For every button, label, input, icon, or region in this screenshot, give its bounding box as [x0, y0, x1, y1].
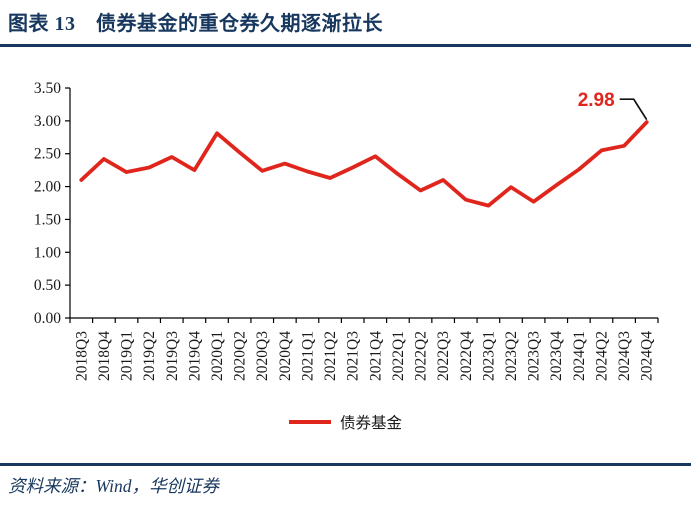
x-tick-label: 2019Q3 — [164, 331, 181, 381]
chart-axes — [65, 87, 659, 323]
x-tick-label: 2023Q2 — [503, 331, 520, 381]
x-tick-label: 2022Q3 — [435, 331, 452, 381]
y-tick-label: 2.50 — [34, 146, 61, 163]
x-tick-label: 2024Q1 — [571, 331, 588, 381]
series-line-债券基金 — [79, 120, 649, 208]
footer-divider — [0, 463, 691, 466]
x-tick-label: 2023Q3 — [526, 331, 543, 381]
annotation-leader-line — [619, 98, 648, 121]
line-chart: 0.000.501.001.502.002.503.003.50 2018Q3 2… — [34, 80, 659, 381]
x-tick-label: 2023Q1 — [480, 331, 497, 381]
y-tick-label: 2.00 — [34, 179, 61, 196]
title-divider — [0, 44, 691, 47]
chart-legend: 债券基金 — [0, 411, 691, 433]
y-tick-label: 1.00 — [34, 244, 61, 261]
legend-line-swatch — [288, 420, 331, 424]
legend-label: 债券基金 — [339, 415, 402, 432]
x-tick-label: 2019Q2 — [141, 331, 158, 381]
x-tick-label: 2020Q4 — [277, 331, 294, 381]
chart-y-tick-labels: 0.00 0.50 1.00 1.50 2.00 2.50 3.00 3.50 — [34, 80, 61, 327]
y-tick-label: 1.50 — [34, 211, 61, 228]
x-tick-label: 2022Q1 — [390, 331, 407, 381]
chart-x-tick-labels: 2018Q3 2018Q4 2019Q1 2019Q2 2019Q3 2019Q4 2020… — [73, 331, 655, 381]
x-tick-label: 2021Q3 — [345, 331, 362, 381]
x-tick-label: 2022Q4 — [458, 331, 475, 381]
x-tick-label: 2020Q2 — [232, 331, 249, 381]
x-tick-label: 2024Q3 — [616, 331, 633, 381]
y-tick-label: 3.00 — [34, 113, 61, 130]
x-tick-label: 2018Q3 — [73, 331, 90, 381]
y-tick-label: 0.50 — [34, 277, 61, 294]
x-tick-label: 2023Q4 — [548, 331, 565, 381]
x-tick-label: 2020Q3 — [254, 331, 271, 381]
y-tick-label: 3.50 — [34, 80, 61, 97]
x-tick-label: 2019Q4 — [186, 331, 203, 381]
x-tick-label: 2024Q4 — [639, 331, 656, 381]
x-tick-label: 2021Q4 — [367, 331, 384, 381]
source-note: 资料来源：Wind，华创证券 — [8, 476, 219, 496]
chart-series — [79, 120, 649, 208]
x-tick-label: 2021Q1 — [299, 331, 316, 381]
x-tick-label: 2024Q2 — [593, 331, 610, 381]
x-tick-label: 2022Q2 — [413, 331, 430, 381]
x-tick-label: 2020Q1 — [209, 331, 226, 381]
x-tick-label: 2019Q1 — [119, 331, 136, 381]
x-tick-label: 2021Q2 — [322, 331, 339, 381]
y-tick-label: 0.00 — [34, 310, 61, 327]
figure-title: 图表 13 债券基金的重仓券久期逐渐拉长 — [8, 13, 383, 35]
x-tick-label: 2018Q4 — [96, 331, 113, 381]
annotation-value: 2.98 — [578, 90, 615, 111]
